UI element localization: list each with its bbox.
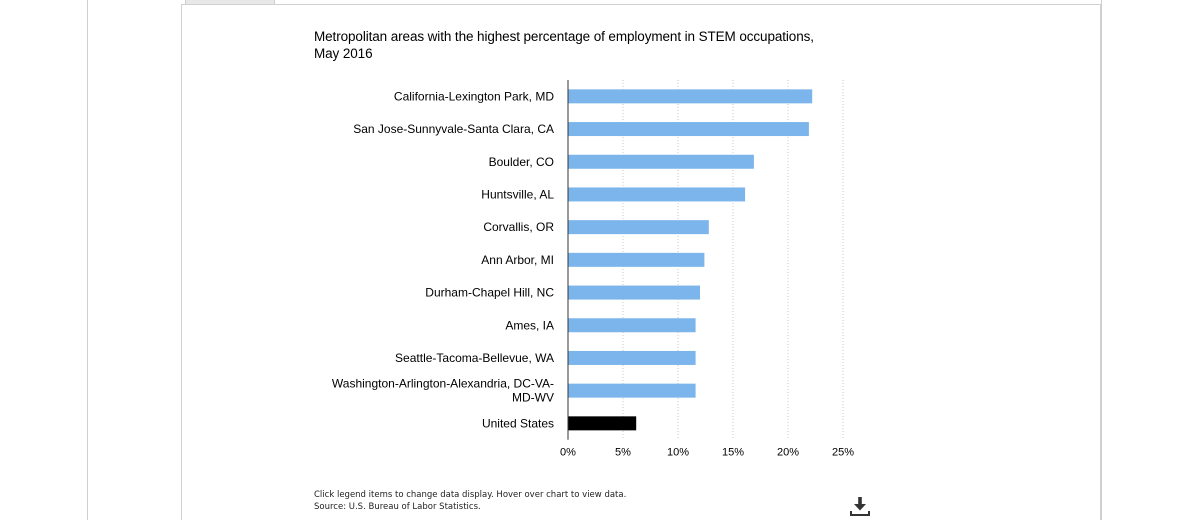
category-label-line: Ann Arbor, MI [481, 253, 554, 267]
x-tick-label-2: 10% [667, 447, 689, 459]
x-tick-label-4: 20% [777, 447, 799, 459]
x-tick-label-3: 15% [722, 447, 744, 459]
download-button[interactable] [848, 494, 872, 518]
category-label-6: Durham-Chapel Hill, NC [425, 286, 554, 300]
footnote-instructions: Click legend items to change data displa… [314, 490, 627, 500]
category-label-line: MD-WV [512, 391, 554, 405]
category-label-10: United States [482, 416, 554, 430]
bar-5[interactable] [568, 252, 705, 267]
x-tick-label-0: 0% [560, 447, 576, 459]
x-tick-label-5: 25% [832, 447, 854, 459]
category-label-9: Washington-Arlington-Alexandria, DC-VA-M… [332, 377, 554, 405]
category-label-line: San Jose-Sunnyvale-Santa Clara, CA [353, 122, 554, 136]
x-tick-label-1: 5% [615, 447, 631, 459]
chart-footnote: Click legend items to change data displa… [314, 489, 626, 513]
category-label-0: California-Lexington Park, MD [394, 89, 554, 103]
bar-7[interactable] [568, 318, 696, 333]
chart-panel [181, 4, 1101, 520]
category-label-line: Seattle-Tacoma-Bellevue, WA [395, 351, 554, 365]
category-label-8: Seattle-Tacoma-Bellevue, WA [395, 351, 554, 365]
category-label-line: California-Lexington Park, MD [394, 89, 554, 103]
bar-8[interactable] [568, 350, 696, 365]
bar-6[interactable] [568, 285, 700, 300]
download-icon [850, 497, 870, 516]
category-label-line: Washington-Arlington-Alexandria, DC-VA- [332, 377, 554, 391]
chart-title: Metropolitan areas with the highest perc… [314, 29, 814, 61]
tab[interactable] [185, 0, 275, 4]
category-label-line: United States [482, 416, 554, 430]
left-border [87, 0, 88, 520]
bar-3[interactable] [568, 187, 746, 202]
bar-1[interactable] [568, 122, 809, 137]
category-label-line: Huntsville, AL [481, 187, 554, 201]
bar-2[interactable] [568, 154, 754, 169]
footnote-source: Source: U.S. Bureau of Labor Statistics. [314, 502, 481, 512]
category-label-4: Corvallis, OR [483, 220, 554, 234]
bar-0[interactable] [568, 89, 813, 104]
bar-9[interactable] [568, 383, 696, 398]
category-label-7: Ames, IA [505, 318, 554, 332]
category-label-3: Huntsville, AL [481, 187, 554, 201]
category-label-1: San Jose-Sunnyvale-Santa Clara, CA [353, 122, 554, 136]
right-border [1101, 0, 1102, 520]
category-label-line: Ames, IA [505, 318, 554, 332]
category-label-line: Durham-Chapel Hill, NC [425, 286, 554, 300]
category-label-5: Ann Arbor, MI [481, 253, 554, 267]
category-label-line: Corvallis, OR [483, 220, 554, 234]
category-label-2: Boulder, CO [489, 155, 554, 169]
bar-4[interactable] [568, 220, 709, 235]
bar-10[interactable] [568, 416, 637, 431]
category-label-line: Boulder, CO [489, 155, 554, 169]
